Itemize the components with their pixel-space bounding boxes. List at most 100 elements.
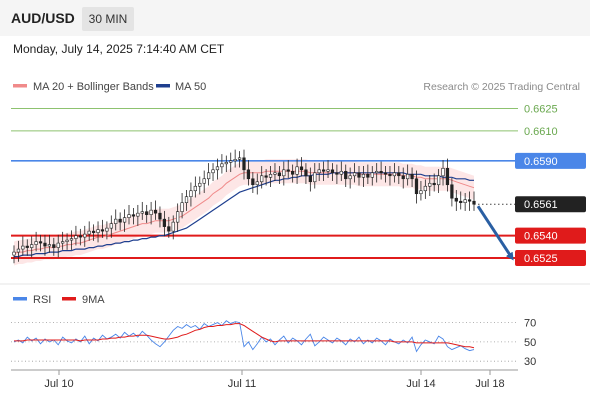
timestamp: Monday, July 14, 2025 7:14:40 AM CET	[13, 42, 225, 56]
candle	[339, 161, 343, 182]
candle-body-down	[401, 175, 405, 180]
candle-body-up	[206, 172, 211, 180]
candle-body-up	[326, 169, 330, 172]
candle	[140, 201, 144, 220]
candle	[78, 228, 82, 246]
candle	[74, 225, 78, 246]
candle	[410, 167, 414, 187]
rsi-ma-legend-swatch	[62, 297, 76, 301]
candle	[153, 200, 158, 220]
candle	[12, 245, 16, 264]
candle	[34, 231, 38, 252]
ma20-legend-swatch	[13, 84, 27, 88]
candle-body-up	[65, 239, 69, 242]
ma20-legend-label: MA 20 + Bollinger Bands	[33, 81, 154, 93]
candle	[189, 182, 193, 207]
candle-body-up	[392, 172, 397, 177]
candle	[419, 181, 423, 201]
source-credit: Research © 2025 Trading Central	[423, 81, 580, 93]
candle	[379, 161, 383, 180]
candle-body-down	[131, 214, 136, 217]
last-price-badge	[515, 196, 586, 213]
rsi-legend-swatch	[13, 297, 27, 301]
candle-body-up	[16, 248, 21, 253]
level-badge-0.6590	[515, 152, 586, 169]
candle-body-up	[361, 173, 366, 178]
candle-body-up	[423, 185, 427, 192]
candle	[375, 163, 379, 183]
rsi-legend-label: RSI	[33, 294, 51, 306]
candle-body-down	[91, 230, 96, 233]
candle-body-down	[153, 209, 158, 214]
price-pane: 0.6625 0.6610 0.6590 0.6561 0.6540 0.6525	[11, 103, 586, 267]
candle-body-up	[127, 214, 131, 218]
candle	[251, 172, 255, 193]
timeframe-label: 30 MIN	[89, 12, 128, 26]
candle-body-down	[25, 245, 29, 248]
candle	[193, 176, 197, 198]
candle-body-up	[463, 199, 467, 204]
candle-body-up	[30, 244, 34, 248]
candle-body-up	[140, 211, 144, 214]
candle-body-up	[375, 170, 379, 174]
candle-body-down	[277, 172, 282, 177]
candle	[149, 201, 153, 225]
candle	[21, 236, 25, 256]
candle	[436, 169, 441, 193]
candle-body-up	[229, 160, 233, 163]
pair-title: AUD/USD	[11, 10, 75, 26]
candle	[114, 209, 118, 231]
candle-body-down	[304, 169, 308, 177]
candle	[167, 216, 171, 238]
candle	[105, 221, 109, 240]
candle-body-up	[224, 162, 228, 165]
candle	[83, 225, 87, 247]
candle-body-up	[21, 245, 25, 250]
candle	[65, 233, 69, 250]
level-label-0.6525: 0.6525	[524, 253, 558, 265]
candle	[61, 231, 65, 250]
candle	[291, 164, 295, 183]
candle-body-down	[432, 182, 436, 186]
candle	[237, 151, 242, 168]
candle	[25, 239, 29, 256]
candle-body-up	[202, 178, 206, 184]
candle-body-up	[436, 175, 441, 186]
x-tick-label: Jul 11	[228, 378, 257, 390]
candle-body-down	[383, 172, 388, 175]
candle-body-up	[87, 230, 91, 235]
candle-body-up	[189, 190, 193, 198]
candle-body-up	[339, 170, 343, 175]
candle	[304, 163, 308, 185]
rsi-ma-line	[14, 323, 475, 349]
candle	[184, 189, 189, 211]
candle-body-up	[348, 175, 352, 180]
candle-body-up	[406, 173, 410, 180]
candle-body-down	[100, 229, 105, 232]
candle	[454, 189, 458, 211]
candle	[313, 163, 317, 189]
forecast-arrow	[476, 205, 514, 261]
level-label-0.6540: 0.6540	[524, 231, 558, 243]
candle-body-down	[357, 172, 361, 178]
candle	[158, 206, 162, 228]
candle-body-up	[273, 172, 277, 175]
candle	[388, 166, 392, 186]
candle-body-up	[419, 190, 423, 195]
candle	[136, 204, 140, 226]
candle	[423, 179, 427, 199]
candle-body-up	[171, 221, 175, 232]
level-badge-0.6525	[515, 250, 586, 267]
candle	[401, 167, 405, 189]
candle	[392, 163, 397, 183]
candle-body-up	[105, 227, 109, 232]
candle-body-down	[450, 184, 454, 199]
x-tick-label: Jul 14	[406, 378, 435, 390]
candle	[317, 163, 321, 182]
candle-body-down	[242, 157, 246, 171]
candle-body-down	[162, 218, 167, 227]
rsi-tick-label: 70	[524, 318, 536, 330]
candle	[176, 203, 180, 232]
candle	[69, 230, 74, 250]
